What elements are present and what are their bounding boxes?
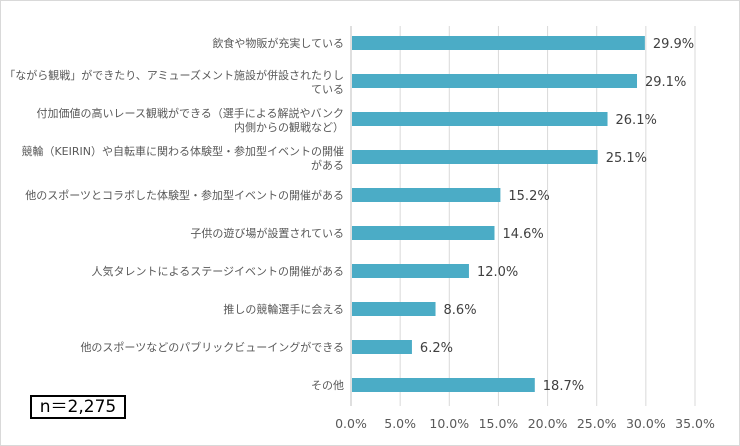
- data-label: 6.2%: [420, 341, 453, 356]
- category-label: 内側からの観戦など）: [234, 120, 344, 134]
- data-label: 29.9%: [653, 37, 694, 52]
- category-label: 飲食や物販が充実している: [212, 36, 344, 50]
- bar: [352, 112, 608, 126]
- data-label: 18.7%: [543, 379, 584, 394]
- data-label: 25.1%: [606, 151, 647, 166]
- x-tick-label: 10.0%: [429, 416, 469, 431]
- bar: [352, 74, 638, 88]
- bar: [352, 150, 598, 164]
- bar: [352, 188, 501, 202]
- category-label: 推しの競輪選手に会える: [223, 302, 344, 316]
- x-tick-label: 25.0%: [577, 416, 617, 431]
- category-label: がある: [311, 158, 344, 172]
- bar: [352, 36, 645, 50]
- category-label: 子供の遊び場が設置されている: [190, 226, 344, 240]
- data-label: 14.6%: [502, 227, 543, 242]
- category-label: 付加価値の高いレース観戦ができる（選手による解説やバンク: [37, 106, 344, 120]
- category-label: 競輪（KEIRIN）や自転車に関わる体験型・参加型イベントの開催: [21, 144, 344, 158]
- category-label: 「ながら観戦」ができたり、アミューズメント施設が併設されたりし: [4, 68, 344, 82]
- bar: [352, 264, 469, 278]
- x-tick-label: 5.0%: [384, 416, 416, 431]
- category-label: 他のスポーツなどのパブリックビューイングができる: [80, 340, 344, 354]
- bar: [352, 302, 436, 316]
- category-label: 人気タレントによるステージイベントの開催がある: [92, 264, 344, 278]
- data-label: 8.6%: [444, 303, 477, 318]
- category-label: ている: [311, 83, 344, 96]
- bar: [352, 378, 535, 392]
- data-label: 15.2%: [508, 189, 549, 204]
- data-label: 29.1%: [645, 75, 686, 90]
- x-tick-label: 35.0%: [675, 416, 715, 431]
- x-tick-label: 15.0%: [479, 416, 519, 431]
- x-tick-label: 0.0%: [335, 416, 367, 431]
- data-label: 12.0%: [477, 265, 518, 280]
- data-label: 26.1%: [616, 113, 657, 128]
- bar: [352, 340, 412, 354]
- category-label: 他のスポーツとコラボした体験型・参加型イベントの開催がある: [25, 188, 344, 202]
- x-tick-label: 20.0%: [528, 416, 568, 431]
- x-tick-label: 30.0%: [626, 416, 666, 431]
- category-label: その他: [311, 379, 344, 392]
- bar: [352, 226, 495, 240]
- sample-size-box: n＝2,275: [30, 395, 126, 419]
